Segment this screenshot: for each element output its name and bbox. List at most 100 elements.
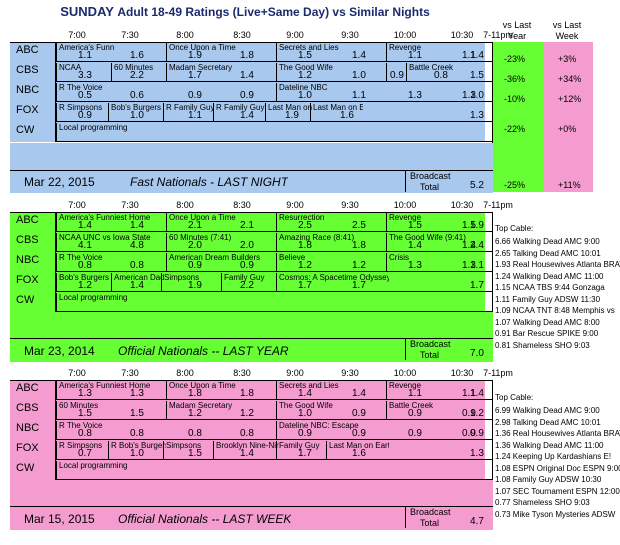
total-value: 1.3: [470, 448, 484, 459]
rating-value: 0.9: [390, 70, 404, 81]
program-cell: R Bob's Burgers: [108, 441, 166, 459]
rating-value: 1.0: [298, 90, 312, 101]
row-divider: [55, 121, 492, 122]
col-divider: [492, 42, 493, 172]
program-cell: NCAA: [56, 63, 114, 81]
time-header: 7-11pm: [483, 30, 513, 40]
rating-value: 1.4: [240, 448, 254, 459]
rating-value: 1.0: [298, 408, 312, 419]
program-cell: Secrets and Lies: [276, 381, 389, 399]
network-label: ABC: [16, 44, 39, 56]
rating-value: 1.9: [285, 110, 299, 121]
row-divider: [55, 231, 492, 232]
program-cell: American Dream Builders: [166, 253, 279, 271]
col-divider: [55, 380, 56, 480]
top-cable-item: 0.77 Shameless SHO 9:03: [495, 498, 590, 507]
footer-divider: [10, 170, 493, 171]
row-divider: [55, 251, 492, 252]
rating-value: 0.8: [130, 428, 144, 439]
program-cell: Local programming: [56, 461, 493, 479]
time-header: 8:00: [176, 200, 194, 210]
vs-year-value: -22%: [504, 124, 526, 134]
rating-value: 2.5: [352, 220, 366, 231]
program-cell: Local programming: [56, 293, 493, 311]
footer-divider: [10, 506, 493, 507]
total-value: 1.7: [470, 280, 484, 291]
rating-value: 1.0: [130, 110, 144, 121]
rating-value: 1.4: [130, 220, 144, 231]
rating-value: 1.8: [240, 388, 254, 399]
row-divider: [55, 141, 492, 142]
rating-value: 1.4: [298, 388, 312, 399]
broadcast-value: 4.7: [470, 516, 484, 527]
program-cell: Secrets and Lies: [276, 43, 389, 61]
rating-value: 1.3: [408, 260, 422, 271]
footer-date: Mar 15, 2015: [24, 512, 95, 526]
time-header: 9:00: [286, 368, 304, 378]
network-label: NBC: [16, 254, 40, 266]
program-cell: The Good Wife: [276, 63, 389, 81]
col-divider: [55, 42, 56, 142]
rating-value: 1.8: [240, 50, 254, 61]
rating-value: 0.9: [462, 408, 476, 419]
vs-week-value: +3%: [558, 54, 577, 64]
vs-week-column: [543, 42, 593, 192]
row-divider: [55, 291, 492, 292]
footer-date: Mar 23, 2014: [24, 344, 95, 358]
total-label: Total: [420, 518, 440, 528]
time-header: 8:30: [233, 368, 251, 378]
rating-value: 2.1: [188, 220, 202, 231]
broadcast-value: 5.2: [470, 180, 484, 191]
program-cell: Last Man on Earth: [310, 103, 363, 121]
row-divider: [55, 399, 492, 400]
rating-value: 0.9: [78, 110, 92, 121]
program-cell: Bob's Burgers: [56, 273, 114, 291]
rating-value: 2.0: [240, 240, 254, 251]
rating-value: 0.8: [130, 260, 144, 271]
time-header: 9:30: [341, 368, 359, 378]
network-label: ABC: [16, 214, 39, 226]
rating-value: 1.1: [188, 110, 202, 121]
program-cell: Dateline NBC: [276, 83, 493, 101]
program-cell: [386, 63, 409, 81]
time-header: 8:00: [176, 368, 194, 378]
network-label: CW: [16, 294, 35, 306]
rating-value: 1.0: [130, 448, 144, 459]
col-divider: [492, 212, 493, 342]
rating-value: 1.6: [130, 50, 144, 61]
program-cell: Last Man on Earth: [265, 103, 313, 121]
program-cell: R The Voice: [56, 421, 279, 439]
program-cell: America's Funniest Home: [56, 213, 169, 231]
program-cell: Battle Creek: [406, 63, 493, 81]
program-cell: Once Upon a Time: [166, 43, 279, 61]
broadcast-label: Broadcast: [410, 339, 451, 349]
rating-value: 2.5: [298, 220, 312, 231]
rating-value: 1.4: [352, 388, 366, 399]
program-cell: America's Funniest Home: [56, 43, 114, 61]
vs-year-value: -10%: [504, 94, 526, 104]
col-divider: [55, 212, 56, 312]
rating-value: 1.5: [462, 220, 476, 231]
time-header: 10:30: [450, 30, 474, 40]
vs-year-value: -23%: [504, 54, 526, 64]
rating-value: 0.9: [408, 408, 422, 419]
program-cell: The Good Wife (9:41): [386, 233, 493, 251]
vs-year-column-foot: [493, 172, 543, 192]
rating-value: 1.1: [78, 50, 92, 61]
rating-value: 1.4: [408, 240, 422, 251]
network-label: NBC: [16, 422, 40, 434]
footer-background: [10, 143, 493, 193]
rating-value: 0.8: [188, 428, 202, 439]
rating-value: 1.4: [78, 220, 92, 231]
rating-value: 0.9: [462, 428, 476, 439]
top-cable-item: 1.36 Real Housewives Atlanta BRAVO: [495, 429, 620, 438]
broadcast-total-label: [405, 506, 458, 528]
broadcast-label: Broadcast: [410, 171, 451, 181]
program-cell: Madam Secretary: [166, 63, 279, 81]
program-cell: 60 Minutes: [111, 63, 169, 81]
grid-background: [10, 42, 485, 142]
time-header: 8:00: [176, 30, 194, 40]
total-value: 1.9: [470, 220, 484, 231]
program-cell: Simpsons: [163, 441, 216, 459]
footer-label: Official Nationals -- LAST WEEK: [118, 512, 292, 526]
